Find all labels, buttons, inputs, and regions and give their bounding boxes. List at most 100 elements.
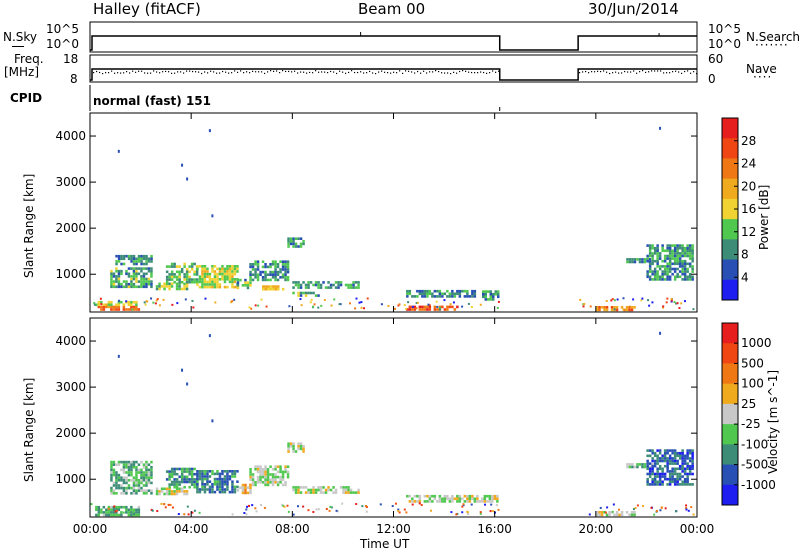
heatmap-cell	[653, 451, 657, 455]
heatmap-cell	[223, 488, 227, 491]
heatmap-cell	[160, 487, 164, 491]
velocity-colorbar-tick-label: 1000	[741, 336, 772, 350]
heatmap-cell	[277, 285, 280, 288]
heatmap-cell	[190, 470, 194, 473]
nave-point	[372, 72, 374, 74]
heatmap-cell	[294, 242, 298, 246]
nave-point	[675, 70, 677, 72]
heatmap-cell	[418, 497, 422, 501]
heatmap-cell	[178, 270, 181, 274]
heatmap-cell	[681, 457, 684, 460]
heatmap-cell	[292, 447, 295, 451]
heatmap-cell	[125, 505, 128, 509]
heatmap-cell	[198, 490, 202, 494]
heatmap-cell	[443, 497, 447, 501]
heatmap-cell	[618, 513, 621, 517]
heatmap-cell	[408, 308, 412, 311]
heatmap-cell	[466, 497, 469, 501]
heatmap-cell	[360, 301, 363, 304]
heatmap-cell	[271, 273, 275, 276]
heatmap-cell	[648, 278, 652, 281]
heatmap-cell	[279, 470, 282, 474]
heatmap-cell	[676, 252, 679, 255]
heatmap-cell	[683, 480, 687, 484]
heatmap-cell	[479, 511, 482, 514]
nave-point	[135, 71, 137, 73]
heatmap-cell	[241, 483, 245, 487]
heatmap-cell	[458, 289, 462, 293]
heatmap-cell	[426, 289, 429, 293]
heatmap-cell	[112, 489, 116, 492]
heatmap-cell	[145, 489, 148, 492]
heatmap-cell	[661, 472, 664, 476]
heatmap-cell	[266, 481, 270, 484]
nave-point	[318, 71, 320, 73]
heatmap-cell	[216, 272, 219, 276]
nave-point	[273, 70, 275, 72]
nave-point	[447, 72, 449, 74]
heatmap-cell	[349, 302, 352, 305]
heatmap-cell	[302, 450, 305, 453]
heatmap-cell	[648, 244, 652, 247]
heatmap-cell	[443, 494, 447, 498]
heatmap-cell	[115, 280, 118, 283]
heatmap-cell	[314, 491, 318, 494]
heatmap-cell	[451, 292, 454, 296]
heatmap-cell	[170, 483, 174, 486]
heatmap-cell	[120, 476, 123, 479]
heatmap-cell	[294, 281, 298, 284]
heatmap-cell	[208, 475, 212, 478]
heatmap-cell	[656, 272, 659, 276]
heatmap-cell	[470, 503, 473, 506]
heatmap-cell	[281, 263, 285, 266]
nave-point	[228, 72, 230, 74]
heatmap-cell	[686, 267, 689, 271]
heatmap-cell	[286, 465, 290, 468]
heatmap-cell	[95, 513, 98, 517]
heatmap-cell	[168, 273, 171, 276]
heatmap-cell	[125, 269, 128, 273]
power-colorbar-swatch	[722, 259, 738, 281]
heatmap-cell	[170, 472, 174, 476]
heatmap-cell	[486, 500, 489, 503]
heatmap-cell	[676, 272, 679, 276]
heatmap-cell	[691, 270, 694, 273]
heatmap-cell	[137, 285, 141, 289]
heatmap-cell	[147, 463, 151, 466]
heatmap-cell	[473, 292, 477, 296]
heatmap-cell	[431, 292, 434, 296]
heatmap-cell	[302, 291, 305, 295]
heatmap-cell	[223, 272, 227, 276]
heatmap-cell	[473, 289, 477, 293]
heatmap-cell	[140, 254, 143, 258]
heatmap-cell	[317, 294, 320, 297]
heatmap-cell	[178, 278, 181, 281]
heatmap-cell	[276, 470, 280, 474]
heatmap-cell	[282, 504, 285, 507]
heatmap-cell	[168, 492, 171, 496]
heatmap-cell	[175, 270, 179, 274]
heatmap-cell	[352, 286, 355, 289]
heatmap-cell	[173, 470, 176, 473]
heatmap-cell	[117, 473, 121, 477]
heatmap-cell	[349, 491, 353, 494]
heatmap-cell	[190, 472, 194, 476]
heatmap-cell	[264, 465, 267, 468]
heatmap-cell	[668, 259, 672, 263]
heatmap-cell	[135, 277, 138, 281]
heatmap-cell	[178, 480, 181, 484]
heatmap-cell	[122, 479, 126, 482]
heatmap-cell	[686, 451, 689, 455]
heatmap-cell	[140, 479, 143, 482]
heatmap-cell	[668, 454, 672, 458]
nave-point	[159, 72, 161, 74]
heatmap-cell	[668, 270, 672, 273]
heatmap-cell	[264, 278, 267, 282]
heatmap-cell	[127, 254, 131, 258]
nsky-series-line	[90, 35, 697, 51]
heatmap-cell	[198, 275, 202, 278]
heatmap-cell	[231, 272, 234, 276]
heatmap-cell	[115, 471, 118, 474]
heatmap-cell	[196, 267, 199, 271]
heatmap-cell	[218, 483, 222, 486]
